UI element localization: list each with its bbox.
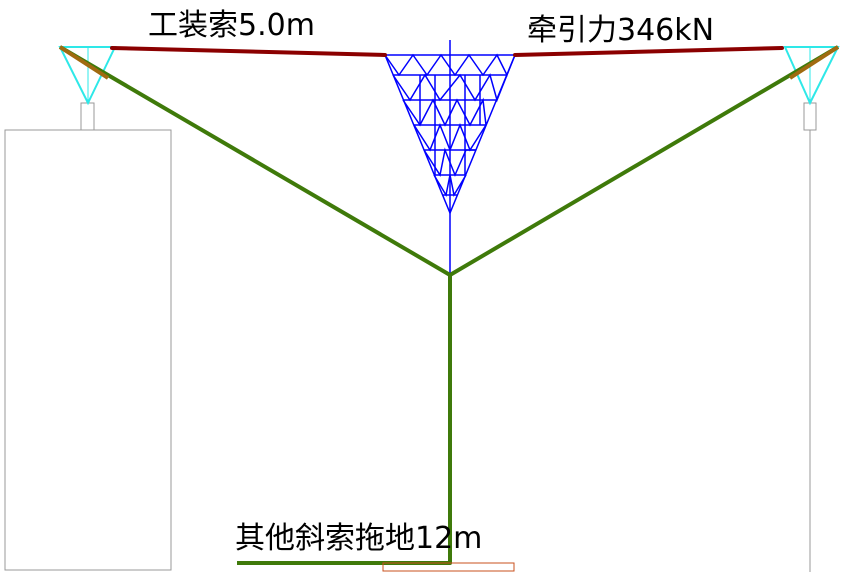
tool-cable (110, 46, 784, 57)
left-post (80, 102, 95, 131)
truss (383, 40, 517, 275)
supports (4, 102, 817, 572)
drag-label: 其他斜索拖地12m (235, 521, 482, 556)
ground-pad (382, 562, 515, 572)
tool-cable-label: 工装索5.0m (148, 8, 315, 43)
right-post (803, 102, 817, 131)
traction-label: 牵引力346kN (527, 13, 714, 48)
left-block (4, 129, 172, 571)
cable-ends (58, 45, 840, 80)
